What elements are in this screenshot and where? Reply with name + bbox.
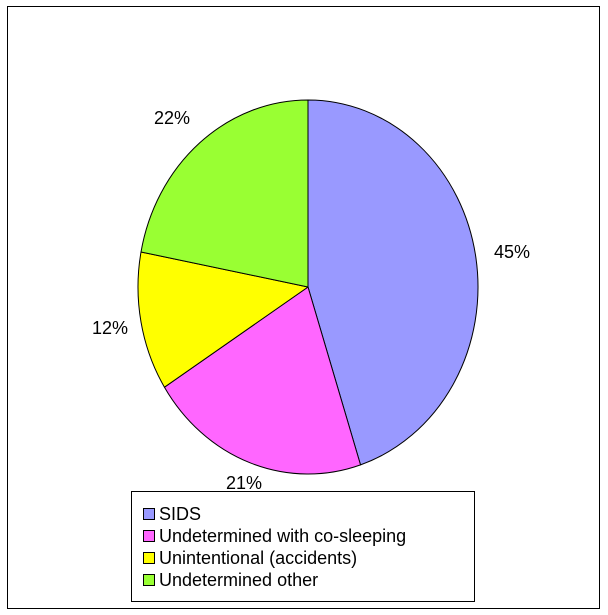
legend-label-unintentional-accidents: Unintentional (accidents) bbox=[159, 548, 358, 568]
pie-slices bbox=[137, 99, 479, 475]
pie-value-labels: 45% 21% 12% 22% bbox=[92, 108, 530, 493]
pie-value-label-undetermined-with-co-sleeping: 21% bbox=[226, 473, 262, 493]
pie-value-label-sids: 45% bbox=[494, 242, 530, 262]
pie-value-label-unintentional-accidents: 12% bbox=[92, 318, 128, 338]
legend-label-undetermined-with-co-sleeping: Undetermined with co-sleeping bbox=[159, 526, 407, 546]
pie-slice-sids bbox=[307, 99, 479, 466]
legend-label-sids: SIDS bbox=[159, 504, 202, 524]
chart-legend: SIDS Undetermined with co-sleeping Unint… bbox=[131, 491, 475, 602]
legend-swatch-unintentional-accidents bbox=[143, 552, 155, 564]
legend-swatch-undetermined-with-co-sleeping bbox=[143, 530, 155, 542]
pie-slice-undetermined-other bbox=[140, 99, 309, 288]
pie-slice-unintentional-accidents bbox=[137, 251, 309, 388]
legend-label-undetermined-other: Undetermined other bbox=[159, 570, 319, 590]
legend-item-sids: SIDS bbox=[132, 503, 474, 525]
pie-value-label-undetermined-other: 22% bbox=[154, 108, 190, 128]
legend-item-undetermined-with-co-sleeping: Undetermined with co-sleeping bbox=[132, 525, 474, 547]
legend-item-unintentional-accidents: Unintentional (accidents) bbox=[132, 547, 474, 569]
legend-swatch-undetermined-other bbox=[143, 574, 155, 586]
legend-swatch-sids bbox=[143, 508, 155, 520]
legend-item-undetermined-other: Undetermined other bbox=[132, 569, 474, 591]
pie-slice-undetermined-with-co-sleeping bbox=[163, 286, 362, 475]
